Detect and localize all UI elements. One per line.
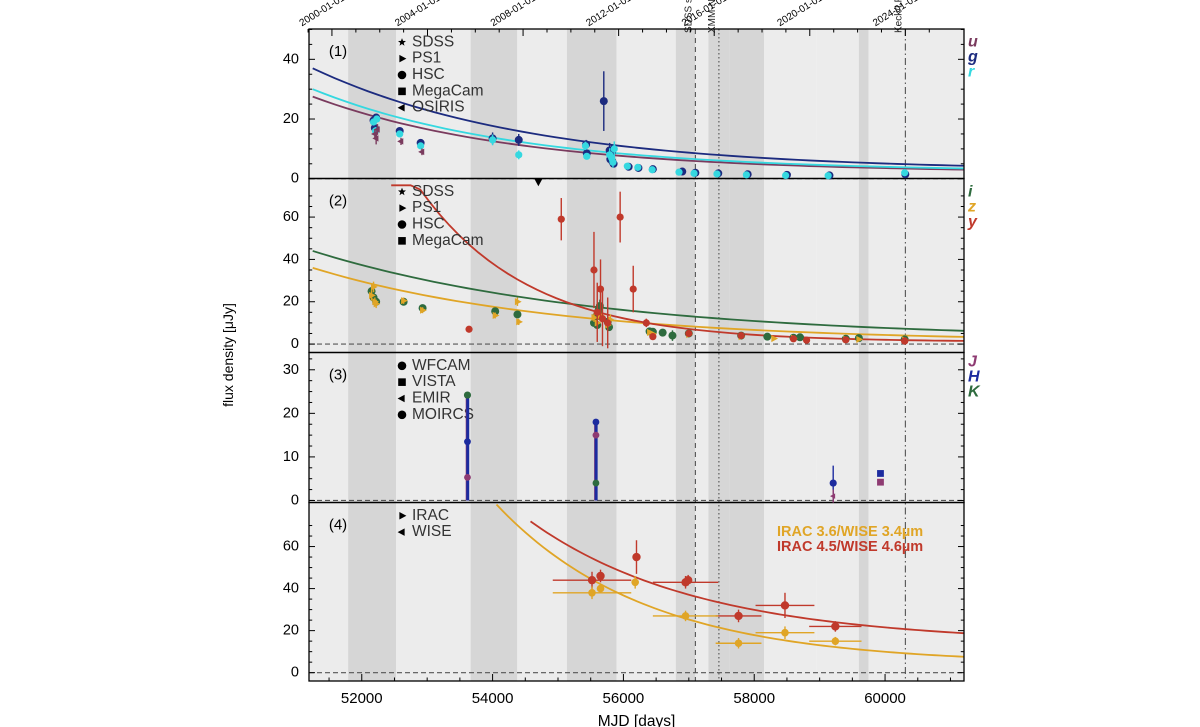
svg-text:40: 40 [283,251,299,267]
svg-text:60: 60 [283,539,299,555]
svg-text:IRAC 3.6/WISE 3.4µm: IRAC 3.6/WISE 3.4µm [777,524,923,540]
svg-text:60: 60 [283,209,299,225]
svg-text:40: 40 [283,51,299,67]
svg-text:(4): (4) [329,517,347,534]
svg-text:40: 40 [283,581,299,597]
svg-text:flux density [μJy]: flux density [μJy] [220,303,236,407]
svg-text:54000: 54000 [472,690,514,707]
svg-text:30: 30 [283,362,299,378]
svg-text:PS1: PS1 [412,50,441,67]
svg-text:10: 10 [283,449,299,465]
svg-text:HSC: HSC [412,66,445,83]
svg-text:20: 20 [283,294,299,310]
svg-text:MegaCam: MegaCam [412,232,484,249]
svg-text:PS1: PS1 [412,199,441,216]
svg-text:(2): (2) [329,193,347,210]
svg-text:52000: 52000 [341,690,383,707]
svg-text:20: 20 [283,405,299,421]
svg-text:IRAC: IRAC [412,507,449,524]
svg-text:56000: 56000 [603,690,645,707]
svg-text:MJD [days]: MJD [days] [598,713,676,727]
svg-text:IRAC 4.5/WISE 4.6µm: IRAC 4.5/WISE 4.6µm [777,539,923,555]
svg-text:EMIR: EMIR [412,390,451,407]
svg-text:OSIRIS: OSIRIS [412,99,465,116]
svg-text:VISTA: VISTA [412,373,456,390]
svg-text:0: 0 [291,171,299,187]
svg-text:SDSS: SDSS [412,33,454,50]
svg-text:SDSS: SDSS [412,183,454,200]
svg-text:MegaCam: MegaCam [412,82,484,99]
svg-text:K: K [968,384,981,401]
svg-text:58000: 58000 [733,690,775,707]
svg-text:HSC: HSC [412,216,445,233]
svg-text:0: 0 [291,492,299,508]
svg-text:20: 20 [283,111,299,127]
svg-text:60000: 60000 [864,690,906,707]
svg-text:MOIRCS: MOIRCS [412,406,474,423]
svg-text:20: 20 [283,623,299,639]
svg-text:(3): (3) [329,367,347,384]
svg-text:r: r [968,64,975,81]
svg-text:0: 0 [291,665,299,681]
svg-text:WFCAM: WFCAM [412,357,471,374]
svg-text:0: 0 [291,336,299,352]
svg-text:(1): (1) [329,43,347,60]
svg-text:y: y [967,214,978,231]
svg-text:WISE: WISE [412,523,452,540]
